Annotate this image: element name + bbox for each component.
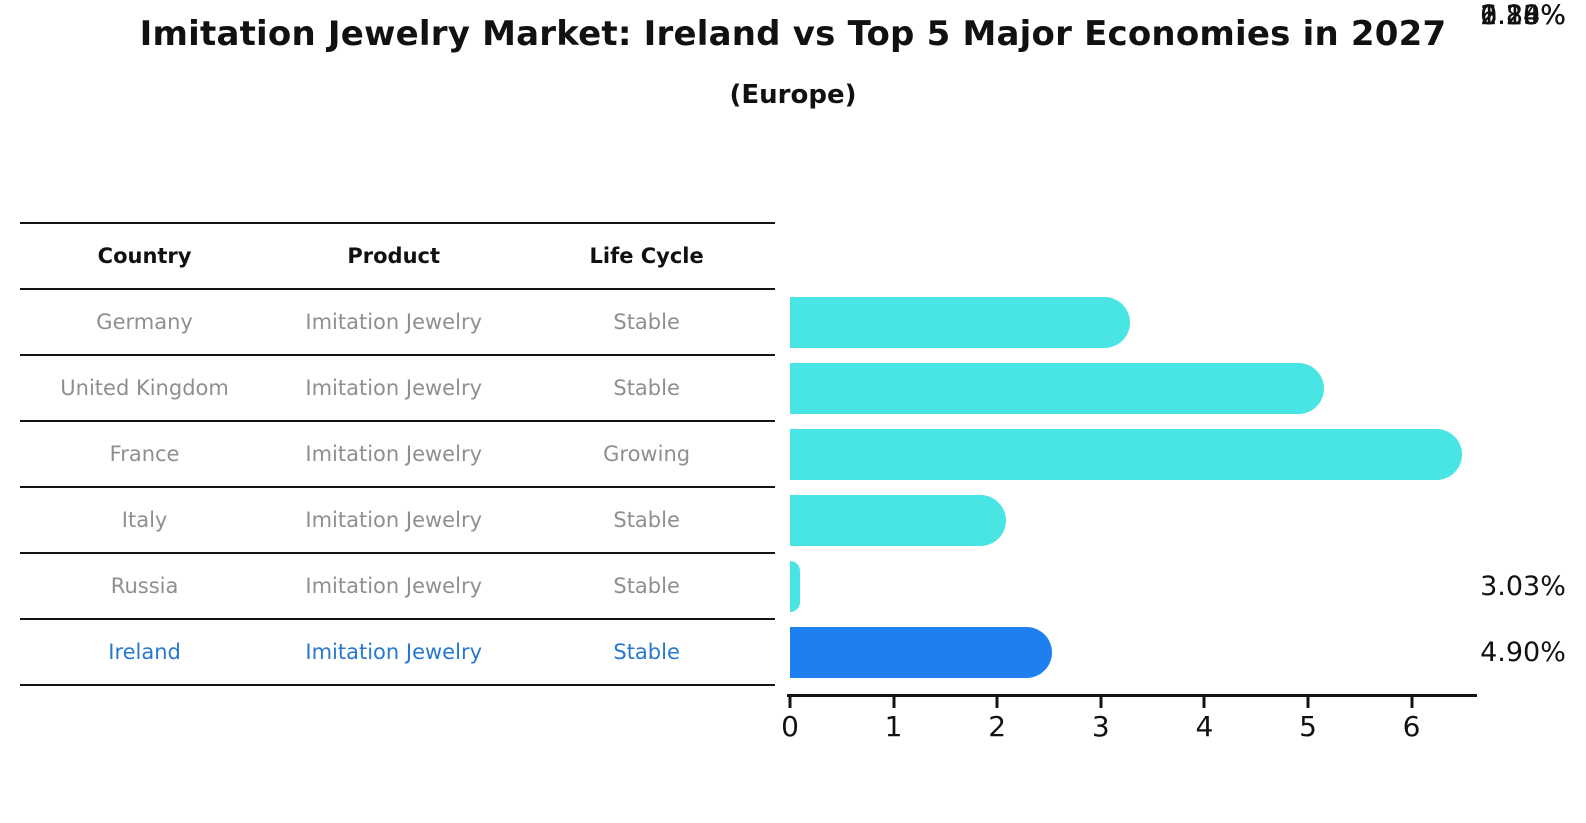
cell-product: Imitation Jewelry bbox=[305, 310, 482, 334]
cell-life-cycle: Stable bbox=[613, 310, 680, 334]
country-table: Country Product Life Cycle Germany Imita… bbox=[20, 222, 775, 686]
bar bbox=[790, 362, 1324, 414]
table-row: Germany Imitation Jewelry Stable bbox=[20, 290, 775, 356]
bar-value-label: 2.28% bbox=[1480, 0, 1566, 31]
cell-country: United Kingdom bbox=[60, 376, 229, 400]
x-axis-line bbox=[787, 694, 1477, 697]
table-row: France Imitation Jewelry Growing bbox=[20, 422, 775, 488]
bar-value-label: 3.03% bbox=[1480, 571, 1566, 602]
bar bbox=[790, 626, 1053, 678]
page-title: Imitation Jewelry Market: Ireland vs Top… bbox=[139, 14, 1447, 54]
x-tick-label: 5 bbox=[1299, 710, 1317, 743]
x-tick-label: 6 bbox=[1402, 710, 1421, 743]
x-tick bbox=[995, 697, 999, 708]
cell-product: Imitation Jewelry bbox=[305, 376, 482, 400]
table-row: Ireland Imitation Jewelry Stable bbox=[20, 620, 775, 686]
x-tick bbox=[892, 697, 896, 708]
table-header-row: Country Product Life Cycle bbox=[20, 224, 775, 290]
bar-value-label: 4.90% bbox=[1480, 637, 1566, 668]
cell-life-cycle: Growing bbox=[603, 442, 691, 466]
x-tick-label: 3 bbox=[1091, 710, 1110, 743]
bar-chart: 0 1 2 3 4 5 6 bbox=[781, 290, 1477, 743]
column-header-life-cycle: Life Cycle bbox=[589, 244, 704, 268]
bar-value-label: 0.10% bbox=[1480, 0, 1566, 31]
x-tick-label: 1 bbox=[884, 710, 903, 743]
cell-life-cycle: Stable bbox=[613, 574, 680, 598]
x-tick bbox=[1099, 697, 1103, 708]
bar bbox=[790, 494, 1006, 546]
bar-value-label: 1.83% bbox=[1480, 0, 1566, 31]
table-row: United Kingdom Imitation Jewelry Stable bbox=[20, 356, 775, 422]
bar bbox=[790, 428, 1463, 480]
cell-country: Germany bbox=[96, 310, 193, 334]
cell-country: Italy bbox=[121, 508, 168, 532]
x-tick-label: 0 bbox=[781, 710, 799, 743]
cell-product: Imitation Jewelry bbox=[305, 508, 482, 532]
cell-country: Russia bbox=[110, 574, 179, 598]
bar bbox=[790, 560, 801, 612]
cell-life-cycle: Stable bbox=[613, 640, 680, 664]
bar-value-label: 6.24% bbox=[1480, 0, 1566, 31]
table-row: Russia Imitation Jewelry Stable bbox=[20, 554, 775, 620]
page-subtitle: (Europe) bbox=[729, 80, 857, 110]
bar bbox=[790, 296, 1130, 348]
cell-product: Imitation Jewelry bbox=[305, 574, 482, 598]
x-tick bbox=[1306, 697, 1310, 708]
x-tick bbox=[1410, 697, 1414, 708]
table-row: Italy Imitation Jewelry Stable bbox=[20, 488, 775, 554]
cell-life-cycle: Stable bbox=[613, 508, 680, 532]
column-header-country: Country bbox=[97, 244, 192, 268]
cell-country: Ireland bbox=[108, 640, 181, 664]
column-header-product: Product bbox=[347, 244, 441, 268]
x-tick-label: 4 bbox=[1195, 710, 1214, 743]
x-tick bbox=[788, 697, 792, 708]
cell-product: Imitation Jewelry bbox=[305, 442, 482, 466]
cell-product: Imitation Jewelry bbox=[305, 640, 482, 664]
cell-life-cycle: Stable bbox=[613, 376, 680, 400]
cell-country: France bbox=[109, 442, 180, 466]
x-tick bbox=[1202, 697, 1206, 708]
x-tick-label: 2 bbox=[988, 710, 1007, 743]
